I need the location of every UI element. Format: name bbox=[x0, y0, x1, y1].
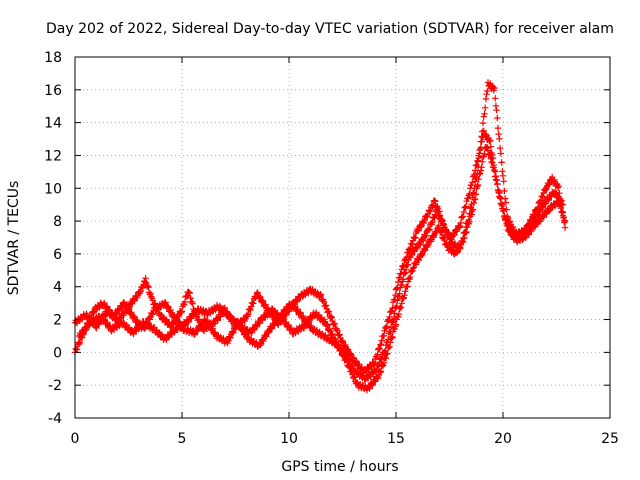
series-track-3 bbox=[76, 144, 569, 394]
y-tick-label: 18 bbox=[44, 50, 62, 66]
y-tick-label: 14 bbox=[44, 116, 62, 132]
chart-title: Day 202 of 2022, Sidereal Day-to-day VTE… bbox=[46, 21, 614, 37]
x-tick-label: 20 bbox=[494, 431, 512, 447]
plot-frame bbox=[74, 56, 611, 419]
axis-ticks: 0 5 10 15 20 25 -4 -2 0 2 4 6 8 10 12 14 16 18 bbox=[44, 50, 619, 447]
plus-markers bbox=[76, 144, 569, 394]
series-track-2 bbox=[71, 79, 567, 383]
y-tick-label: -2 bbox=[48, 378, 62, 394]
x-tick-label: 0 bbox=[71, 431, 80, 447]
y-tick-label: 8 bbox=[53, 214, 62, 230]
grid bbox=[75, 57, 610, 418]
y-tick-label: 10 bbox=[44, 181, 62, 197]
y-tick-label: 12 bbox=[44, 148, 62, 164]
x-tick-label: 5 bbox=[178, 431, 187, 447]
y-tick-label: 2 bbox=[53, 313, 62, 329]
x-tick-label: 15 bbox=[387, 431, 405, 447]
y-tick-label: 0 bbox=[53, 345, 62, 361]
x-tick-label: 25 bbox=[601, 431, 619, 447]
x-tick-label: 10 bbox=[280, 431, 298, 447]
y-axis-label: SDTVAR / TECUs bbox=[6, 181, 22, 296]
y-tick-label: 6 bbox=[53, 247, 62, 263]
data-marks bbox=[71, 79, 569, 394]
y-tick-label: 16 bbox=[44, 83, 62, 99]
y-tick-label: 4 bbox=[53, 280, 62, 296]
x-axis-label: GPS time / hours bbox=[281, 459, 398, 475]
y-tick-label: -4 bbox=[48, 411, 62, 427]
plus-markers bbox=[71, 79, 567, 383]
